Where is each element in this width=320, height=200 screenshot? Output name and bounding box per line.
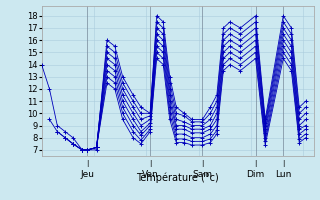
Text: Jeu: Jeu (80, 170, 94, 179)
Text: |: | (201, 160, 204, 167)
Text: |: | (86, 160, 89, 167)
Text: |: | (282, 160, 284, 167)
Text: Lun: Lun (275, 170, 292, 179)
X-axis label: Température (°c): Température (°c) (136, 173, 219, 183)
Text: Dim: Dim (246, 170, 265, 179)
Text: Sam: Sam (192, 170, 212, 179)
Text: |: | (149, 160, 151, 167)
Text: Ven: Ven (142, 170, 158, 179)
Text: |: | (254, 160, 257, 167)
